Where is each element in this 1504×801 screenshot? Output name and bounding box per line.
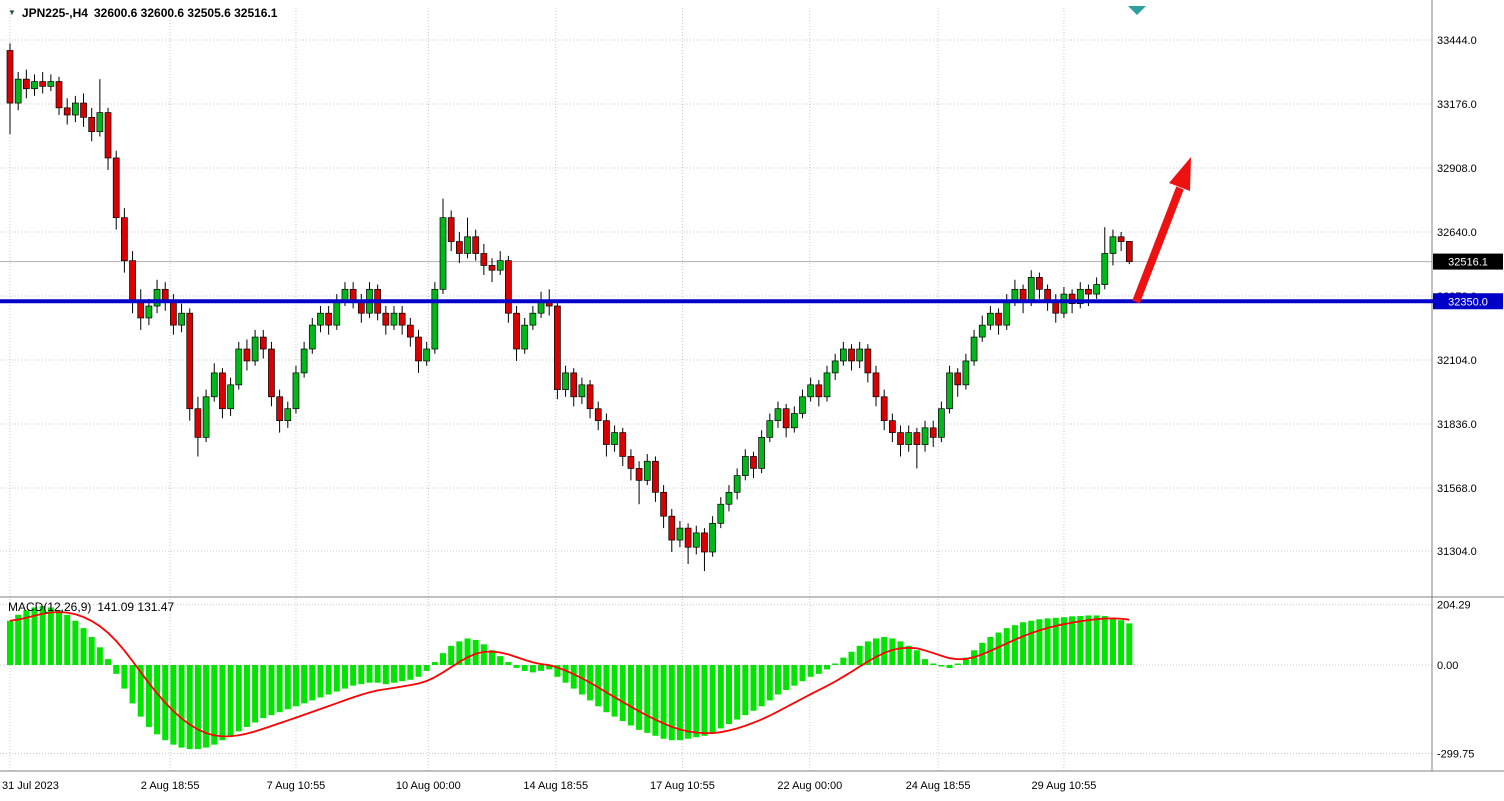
symbol-info-bar: ▼ JPN225-,H4 32600.6 32600.6 32505.6 325… (8, 6, 277, 20)
current-price-tag: 32516.1 (1433, 253, 1503, 270)
symbol-period-label: JPN225-,H4 (21, 6, 88, 20)
time-axis-label: 14 Aug 18:55 (523, 780, 588, 792)
price-axis[interactable]: 33444.033176.032908.032640.032372.032104… (1437, 35, 1477, 760)
candles-layer (6, 43, 1133, 572)
time-axis-label: 31 Jul 2023 (2, 780, 59, 792)
time-axis-label: 10 Aug 00:00 (396, 780, 461, 792)
price-axis-label: 31836.0 (1437, 419, 1477, 431)
support-line-tag[interactable]: 32350.0 (1433, 293, 1503, 310)
macd-axis-label: 204.29 (1437, 600, 1471, 612)
macd-layer (7, 606, 1133, 750)
time-axis-label: 7 Aug 10:55 (267, 780, 326, 792)
time-axis-label: 29 Aug 10:55 (1032, 780, 1097, 792)
time-axis[interactable]: 31 Jul 2023 2 Aug 18:55 7 Aug 10:55 10 Aug … (2, 780, 1096, 792)
time-axis-label: 17 Aug 10:55 (650, 780, 715, 792)
price-axis-label: 32640.0 (1437, 227, 1477, 239)
trend-arrow[interactable] (1132, 157, 1191, 304)
time-axis-label: 24 Aug 18:55 (906, 780, 971, 792)
macd-values: 141.09 131.47 (97, 600, 175, 614)
macd-indicator-label: MACD(12,26,9) 141.09 131.47 (8, 600, 174, 614)
time-axis-label: 22 Aug 00:00 (777, 780, 842, 792)
symbol-dropdown-icon[interactable]: ▼ (8, 8, 16, 17)
price-axis-label: 32908.0 (1437, 163, 1477, 175)
price-axis-label: 31568.0 (1437, 483, 1477, 495)
price-axis-label: 33444.0 (1437, 35, 1477, 47)
time-axis-label: 2 Aug 18:55 (141, 780, 200, 792)
price-axis-label: 32104.0 (1437, 355, 1477, 367)
macd-signal-line (9, 611, 1130, 738)
svg-text:32350.0: 32350.0 (1448, 296, 1488, 308)
macd-name: MACD(12,26,9) (8, 600, 92, 614)
macd-axis-label: -299.75 (1437, 748, 1474, 760)
ohlc-label: 32600.6 32600.6 32505.6 32516.1 (93, 6, 278, 20)
chart-shift-marker-icon[interactable] (1128, 6, 1146, 15)
price-axis-label: 31304.0 (1437, 546, 1477, 558)
macd-axis-label: 0.00 (1437, 660, 1458, 672)
price-axis-label: 33176.0 (1437, 99, 1477, 111)
svg-text:32516.1: 32516.1 (1448, 257, 1488, 269)
